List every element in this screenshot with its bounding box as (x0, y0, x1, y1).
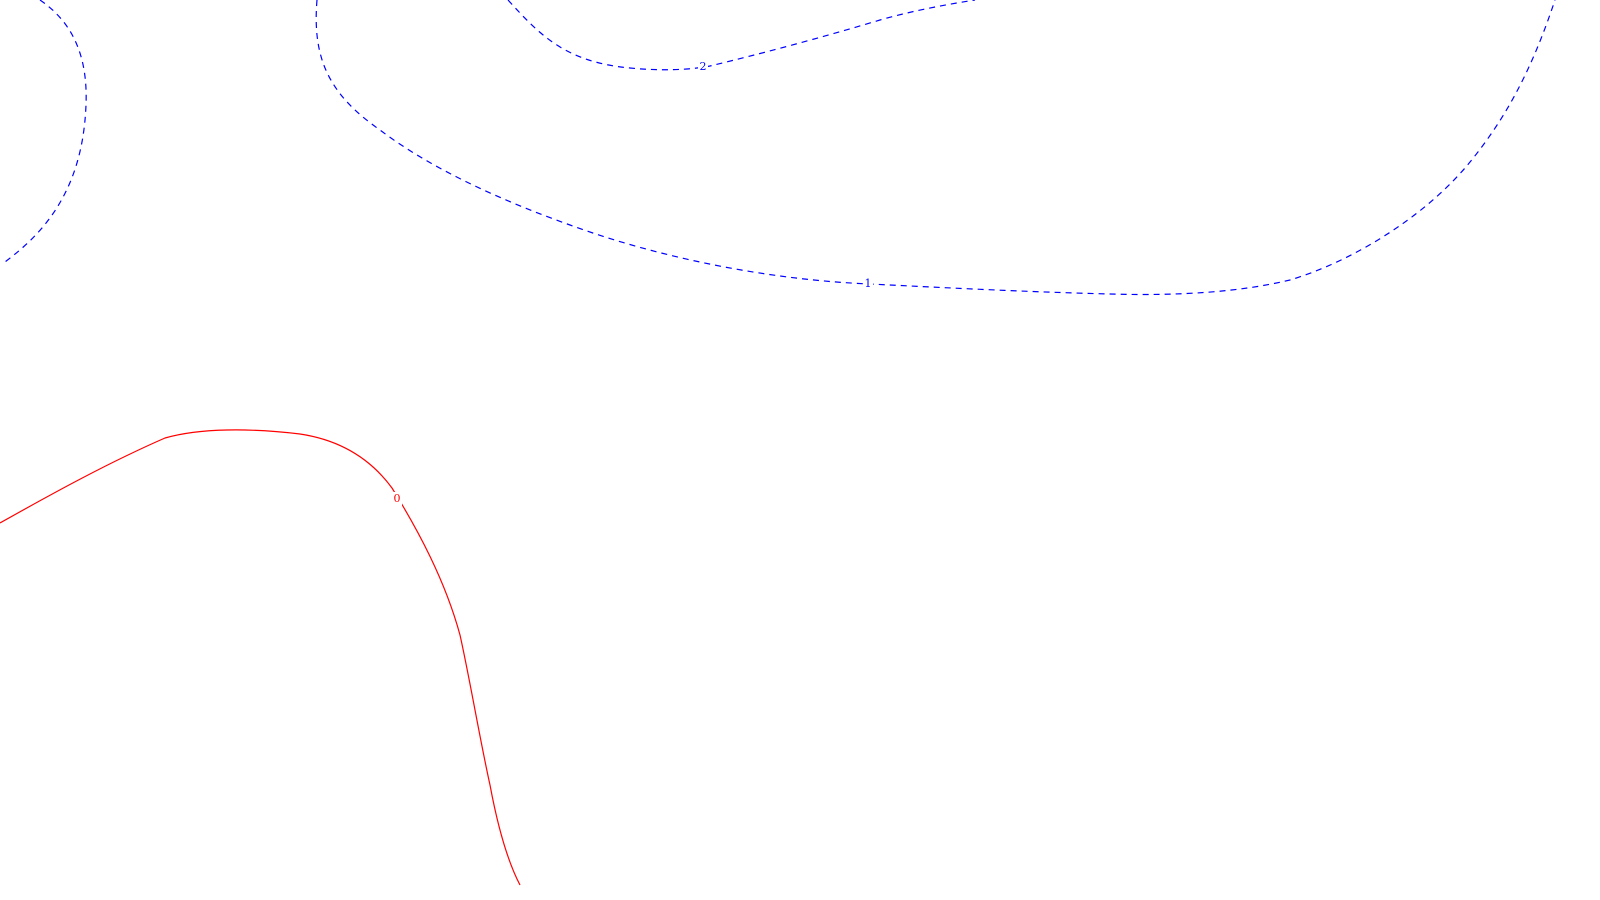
contour-line-level-0 (0, 429, 521, 886)
contour-label-level-0: 0 (394, 492, 401, 505)
contour-line-level-2 (507, 0, 976, 71)
contour-labels: 2 1 0 (392, 60, 873, 506)
contour-lines (0, 0, 1556, 886)
contour-label-background (392, 492, 402, 506)
contour-label-level-1: 1 (865, 277, 872, 290)
contour-label-level-2: 2 (700, 60, 707, 73)
contour-label-background (698, 60, 708, 74)
contour-line-level-1 (315, 0, 1556, 296)
contour-label-background (863, 277, 873, 291)
contour-line-level-1-left (4, 0, 87, 263)
